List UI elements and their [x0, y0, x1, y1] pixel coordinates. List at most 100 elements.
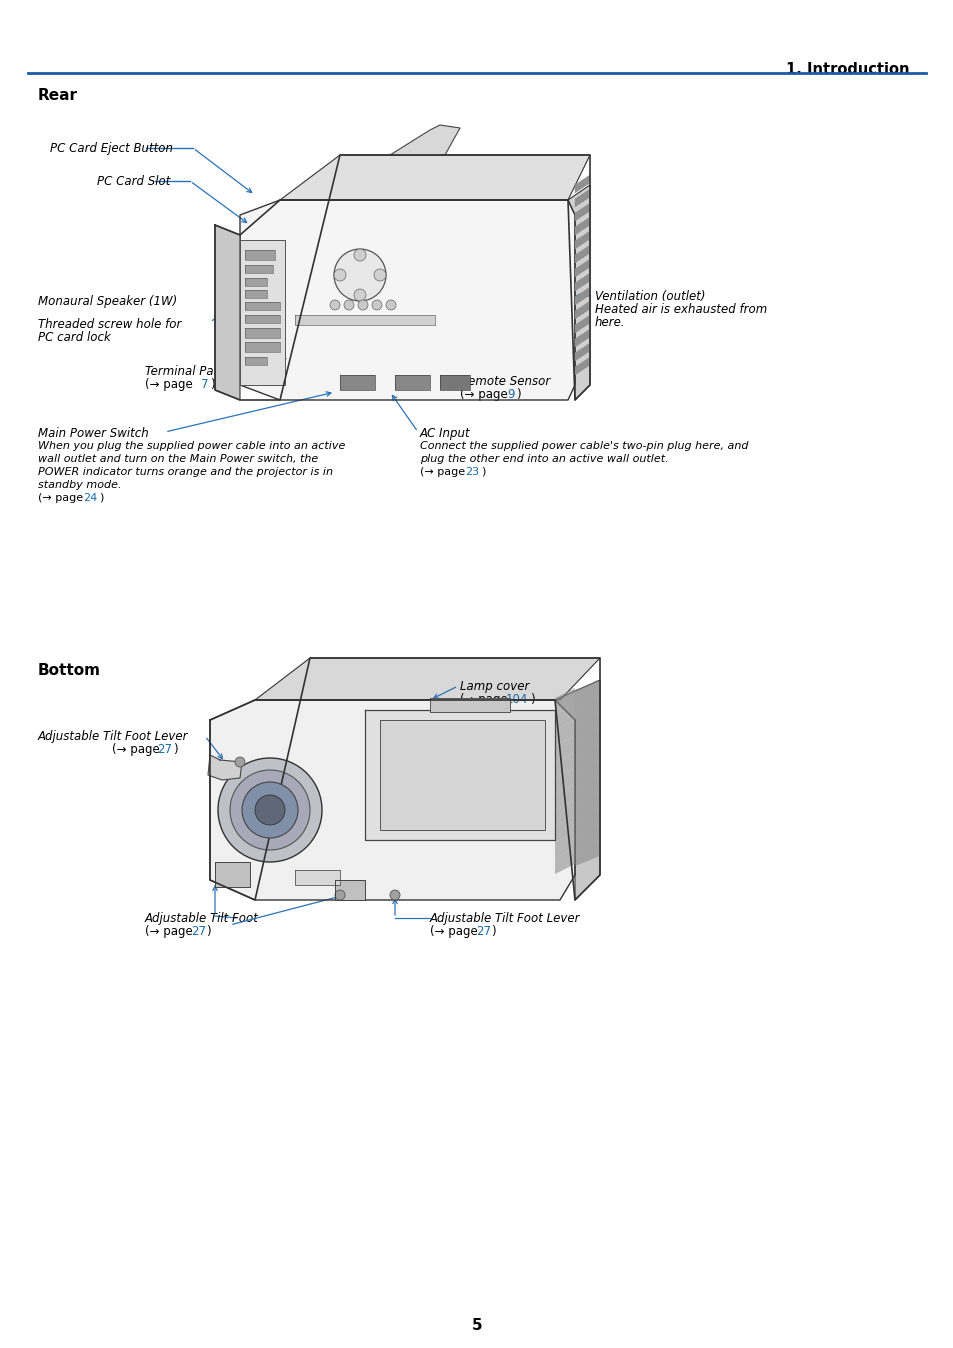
Circle shape	[374, 270, 386, 280]
Text: (→ page: (→ page	[459, 693, 511, 706]
Polygon shape	[439, 375, 470, 390]
Text: Lamp cover: Lamp cover	[459, 679, 529, 693]
Text: Heated air is exhausted from: Heated air is exhausted from	[595, 303, 766, 315]
Polygon shape	[575, 245, 589, 263]
Text: Main Power Switch: Main Power Switch	[38, 427, 149, 439]
Polygon shape	[245, 290, 267, 298]
Circle shape	[242, 782, 297, 838]
Polygon shape	[240, 200, 575, 400]
Polygon shape	[395, 375, 430, 390]
Polygon shape	[214, 225, 240, 400]
Text: ): )	[210, 377, 214, 391]
Polygon shape	[335, 880, 365, 900]
Text: PC Card Slot: PC Card Slot	[97, 175, 171, 187]
Text: Terminal Panel: Terminal Panel	[145, 365, 232, 377]
Polygon shape	[245, 342, 280, 352]
Polygon shape	[390, 125, 459, 155]
Polygon shape	[294, 315, 435, 325]
Circle shape	[334, 270, 346, 280]
Polygon shape	[555, 832, 575, 857]
Text: (→ page: (→ page	[430, 925, 481, 938]
Polygon shape	[567, 185, 589, 400]
Polygon shape	[555, 687, 575, 714]
Polygon shape	[575, 696, 599, 723]
Polygon shape	[575, 259, 589, 276]
Polygon shape	[555, 736, 575, 762]
Polygon shape	[575, 357, 589, 375]
Polygon shape	[555, 848, 575, 874]
Text: 9: 9	[506, 388, 514, 400]
Polygon shape	[245, 357, 267, 365]
Polygon shape	[245, 328, 280, 338]
Polygon shape	[575, 274, 589, 291]
Polygon shape	[555, 799, 575, 826]
Text: 27: 27	[476, 925, 491, 938]
Text: ): )	[491, 925, 496, 938]
Circle shape	[254, 795, 285, 825]
Polygon shape	[575, 329, 589, 346]
Polygon shape	[575, 342, 589, 361]
Polygon shape	[575, 712, 599, 737]
Text: Adjustable Tilt Foot Lever: Adjustable Tilt Foot Lever	[38, 731, 189, 743]
Polygon shape	[575, 189, 589, 208]
Polygon shape	[575, 824, 599, 851]
Polygon shape	[555, 768, 575, 794]
Text: 7: 7	[201, 377, 209, 391]
Text: Bottom: Bottom	[38, 663, 101, 678]
Text: 104: 104	[505, 693, 528, 706]
Circle shape	[354, 288, 366, 301]
Text: (→ page: (→ page	[145, 377, 196, 391]
Circle shape	[390, 890, 399, 900]
Polygon shape	[365, 710, 555, 840]
Polygon shape	[575, 175, 589, 193]
Text: PC card lock: PC card lock	[38, 332, 111, 344]
Text: AC Input: AC Input	[419, 427, 470, 439]
Polygon shape	[555, 816, 575, 842]
Text: Rear: Rear	[38, 88, 78, 102]
Circle shape	[334, 249, 386, 301]
Polygon shape	[575, 807, 599, 834]
Polygon shape	[245, 315, 280, 324]
Polygon shape	[245, 266, 273, 274]
Text: Remote Sensor: Remote Sensor	[459, 375, 550, 388]
Polygon shape	[280, 155, 589, 200]
Circle shape	[230, 770, 310, 851]
Text: PC Card Eject Button: PC Card Eject Button	[50, 142, 172, 155]
Polygon shape	[254, 658, 599, 700]
Text: 5: 5	[471, 1318, 482, 1333]
Polygon shape	[575, 287, 589, 305]
Text: ): )	[206, 925, 211, 938]
Polygon shape	[555, 679, 599, 900]
Text: (→ page: (→ page	[145, 925, 196, 938]
Text: Threaded screw hole for: Threaded screw hole for	[38, 318, 181, 332]
Text: POWER indicator turns orange and the projector is in: POWER indicator turns orange and the pro…	[38, 466, 333, 477]
Text: (→ page: (→ page	[38, 493, 87, 503]
Circle shape	[386, 301, 395, 310]
Text: ): )	[530, 693, 534, 706]
Text: 24: 24	[83, 493, 97, 503]
Text: Connect the supplied power cable's two-pin plug here, and: Connect the supplied power cable's two-p…	[419, 441, 748, 452]
Text: 23: 23	[464, 466, 478, 477]
Polygon shape	[575, 217, 589, 235]
Text: (→ page: (→ page	[459, 388, 511, 400]
Circle shape	[234, 758, 245, 767]
Text: Adjustable Tilt Foot Lever: Adjustable Tilt Foot Lever	[430, 913, 579, 925]
Circle shape	[354, 249, 366, 262]
Polygon shape	[575, 776, 599, 802]
Text: Adjustable Tilt Foot: Adjustable Tilt Foot	[145, 913, 258, 925]
Circle shape	[330, 301, 339, 310]
Polygon shape	[294, 869, 339, 886]
Polygon shape	[575, 231, 589, 249]
Circle shape	[218, 758, 322, 861]
Polygon shape	[575, 204, 589, 221]
Polygon shape	[575, 301, 589, 319]
Text: 1. Introduction: 1. Introduction	[785, 62, 909, 77]
Polygon shape	[575, 760, 599, 786]
Text: ): )	[516, 388, 520, 400]
Polygon shape	[245, 302, 280, 310]
Polygon shape	[575, 728, 599, 754]
Polygon shape	[555, 752, 575, 778]
Polygon shape	[208, 755, 242, 780]
Polygon shape	[430, 698, 510, 712]
Text: 27: 27	[157, 743, 172, 756]
